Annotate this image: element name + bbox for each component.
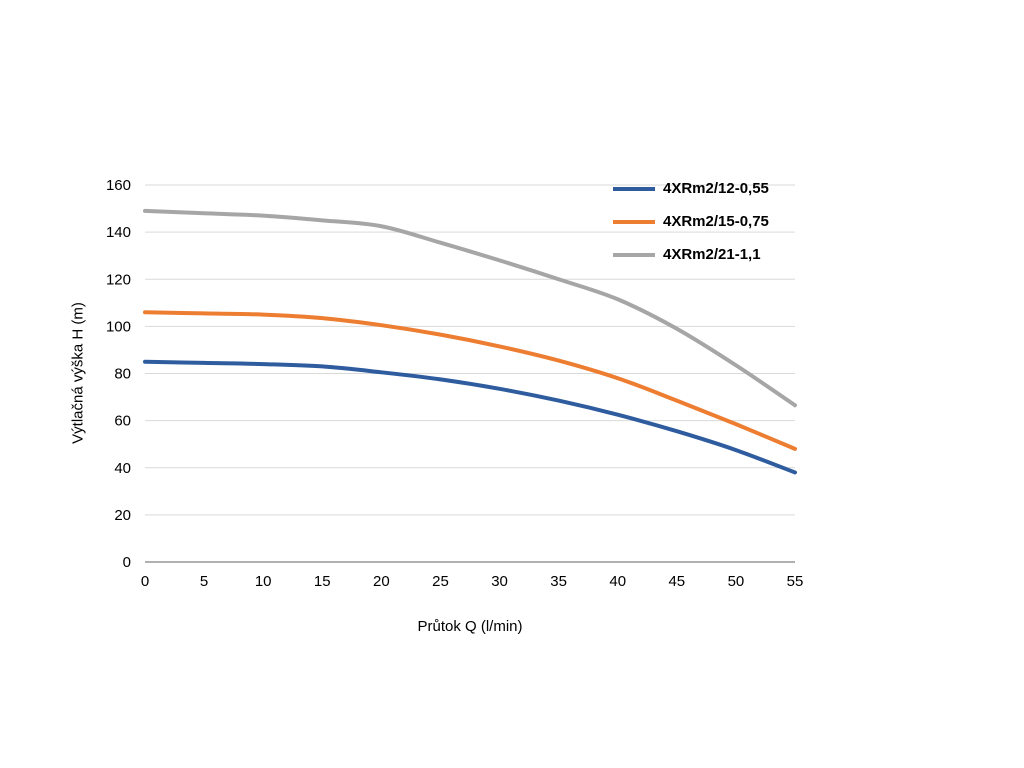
x-tick-label: 10 xyxy=(255,573,272,590)
x-tick-label: 45 xyxy=(668,573,685,590)
y-tick-label: 80 xyxy=(114,366,131,383)
legend-item-2: 4XRm2/21-1,1 xyxy=(613,238,769,271)
legend-label: 4XRm2/15-0,75 xyxy=(663,213,769,230)
y-tick-label: 100 xyxy=(106,318,131,335)
y-tick-label: 120 xyxy=(106,271,131,288)
legend-label: 4XRm2/12-0,55 xyxy=(663,180,769,197)
legend-item-0: 4XRm2/12-0,55 xyxy=(613,172,769,205)
y-tick-label: 0 xyxy=(123,554,131,571)
y-tick-label: 40 xyxy=(114,460,131,477)
y-tick-label: 160 xyxy=(106,177,131,194)
legend-swatch xyxy=(613,252,655,257)
x-tick-label: 20 xyxy=(373,573,390,590)
x-tick-label: 55 xyxy=(787,573,804,590)
x-tick-label: 25 xyxy=(432,573,449,590)
legend-item-1: 4XRm2/15-0,75 xyxy=(613,205,769,238)
x-axis-title: Průtok Q (l/min) xyxy=(417,618,523,635)
legend-label: 4XRm2/21-1,1 xyxy=(663,246,761,263)
x-tick-label: 15 xyxy=(314,573,331,590)
series-line-2 xyxy=(143,208,797,408)
legend-swatch xyxy=(613,219,655,224)
x-tick-label: 0 xyxy=(141,573,149,590)
x-tick-label: 35 xyxy=(550,573,567,590)
x-tick-label: 30 xyxy=(491,573,508,590)
y-tick-label: 140 xyxy=(106,224,131,241)
x-tick-label: 40 xyxy=(609,573,626,590)
y-axis-title: Výtlačná výška H (m) xyxy=(69,302,87,444)
series-line-0 xyxy=(143,359,797,475)
y-tick-label: 20 xyxy=(114,507,131,524)
x-tick-label: 50 xyxy=(728,573,745,590)
y-tick-label: 60 xyxy=(114,413,131,430)
chart-legend: 4XRm2/12-0,55 4XRm2/15-0,75 4XRm2/21-1,1 xyxy=(613,172,769,271)
series-line-1 xyxy=(143,310,797,451)
x-tick-label: 5 xyxy=(200,573,208,590)
legend-swatch xyxy=(613,186,655,191)
